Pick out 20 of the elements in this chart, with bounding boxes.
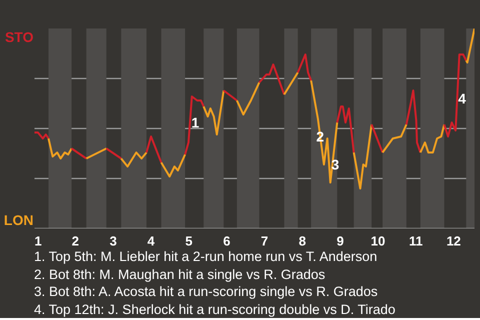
text: 2. Bot 8th: M. Maughan hit a single vs R. Grados — [34, 266, 326, 283]
text: LON — [4, 212, 34, 228]
x-tick-label: 3 — [110, 234, 117, 248]
x-tick-label: 6 — [223, 234, 230, 248]
x-tick-label: 7 — [260, 234, 268, 248]
x-tick-label: 12 — [446, 234, 461, 248]
annotation: 1 — [191, 114, 200, 130]
x-tick-label: 10 — [370, 234, 386, 248]
x-tick-label: 11 — [408, 234, 423, 248]
x-tick-label: 2 — [72, 234, 79, 248]
x-tick-label: 9 — [336, 234, 344, 248]
x-tick-label: 5 — [185, 234, 192, 248]
x-tick-label: 1 — [34, 234, 42, 248]
text: 4. Top 12th: J. Sherlock hit a run-scoring double vs D. Tirado — [34, 300, 396, 318]
annotation: 4 — [458, 90, 466, 106]
text: STO — [4, 28, 34, 45]
x-tick-label: 4 — [147, 234, 156, 248]
text: 3. Bot 8th: A. Acosta hit a run-scoring single vs R. Grados — [34, 283, 379, 300]
text: 1. Top 5th: M. Liebler hit a 2-run home run vs T. Anderson — [34, 248, 378, 266]
x-tick-label: 8 — [298, 234, 306, 248]
